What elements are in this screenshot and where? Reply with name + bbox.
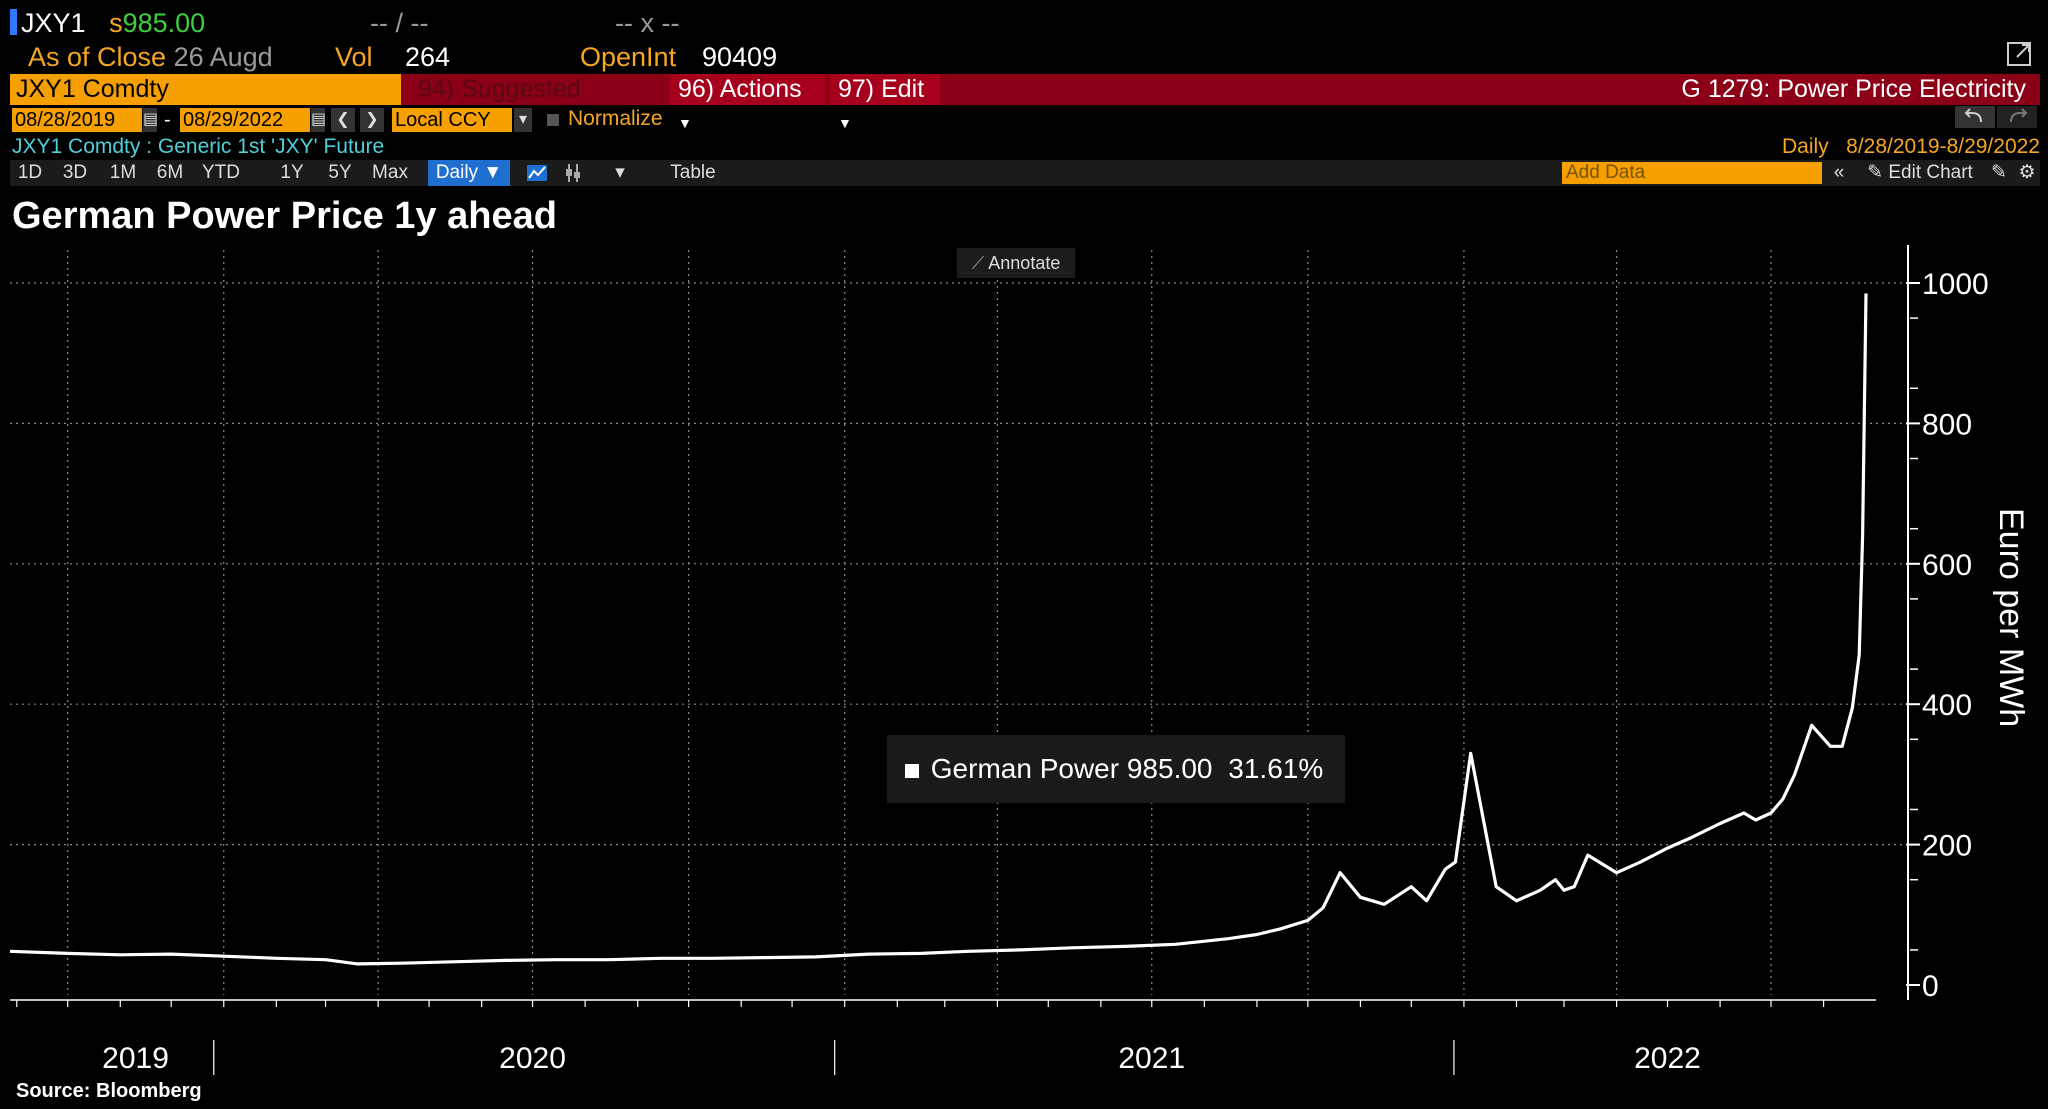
legend-last-value: 985.00: [1126, 753, 1213, 784]
header-row-quote: JXY1 s985.00 -- / -- -- x --: [10, 6, 679, 40]
chart-title: German Power Price 1y ahead: [12, 195, 557, 237]
y-tick-label: 0: [1922, 970, 1939, 1003]
redo-icon[interactable]: [1997, 106, 2037, 128]
period-6m-button[interactable]: 6M: [156, 162, 184, 183]
chevron-down-icon: ▼: [678, 115, 692, 131]
as-of-date: 26 Augd: [173, 42, 273, 72]
pencil-icon: ✎: [1867, 162, 1884, 183]
net-change: -- / --: [370, 8, 429, 38]
chart-axes: [10, 245, 1909, 1001]
y-tick-label: 200: [1922, 830, 1972, 863]
currency-select[interactable]: Local CCY: [392, 108, 512, 132]
chart-grid: [10, 250, 1916, 995]
frequency-range: Daily 8/28/2019-8/29/2022: [1781, 135, 2040, 158]
undo-icon[interactable]: [1955, 106, 1995, 128]
edit-icon[interactable]: ✎: [1991, 162, 2007, 183]
normalize-checkbox[interactable]: [547, 114, 559, 126]
chart-legend: German Power 985.00 31.61%: [887, 735, 1345, 803]
legend-series-name: German Power: [930, 753, 1120, 784]
chevron-down-icon[interactable]: ▾: [514, 108, 532, 132]
x-tick-label: 2020: [499, 1042, 566, 1075]
frequency-dropdown[interactable]: Daily ▼: [428, 160, 510, 186]
edit-chart-button[interactable]: ✎ Edit Chart: [1855, 160, 1985, 186]
edit-menu-button[interactable]: 97) Edit ▼: [830, 74, 940, 131]
chevron-down-icon: ▼: [838, 115, 852, 131]
x-tick-label: 2021: [1118, 1042, 1185, 1075]
chart-id-title: G 1279: Power Price Electricity: [1681, 75, 2026, 103]
period-1d-button[interactable]: 1D: [17, 162, 43, 183]
end-date-input[interactable]: 08/29/2022: [180, 108, 310, 132]
date-separator: -: [164, 109, 171, 131]
period-1y-button[interactable]: 1Y: [280, 162, 304, 183]
security-field[interactable]: JXY1 Comdty: [10, 74, 401, 105]
y-tick-label: 800: [1922, 408, 1972, 441]
header-row-stats: As of Close 26 Augd Vol 264 OpenInt 9040…: [10, 40, 777, 74]
vol-value: 264: [405, 42, 451, 72]
function-bar: JXY1 Comdty 94) Suggested Charts 96) Act…: [10, 74, 2040, 134]
actions-menu-button[interactable]: 96) Actions ▼: [670, 74, 825, 131]
x-tick-label: 2019: [102, 1042, 169, 1075]
openint-label: OpenInt: [580, 42, 677, 72]
vol-label: Vol: [335, 42, 373, 72]
ticker-symbol: JXY1: [21, 8, 86, 38]
calendar-icon[interactable]: ▤: [311, 108, 326, 132]
actions-label: 96) Actions: [678, 75, 802, 103]
source-note: Source: Bloomberg: [16, 1080, 202, 1102]
legend-change-pct: 31.61%: [1228, 753, 1324, 784]
y-tick-label: 1000: [1922, 268, 1989, 301]
high-low-range: -- x --: [615, 8, 680, 38]
start-date-input[interactable]: 08/28/2019: [12, 108, 142, 132]
period-ytd-button[interactable]: YTD: [202, 162, 240, 183]
chart-toolbar: 1D 3D 1M 6M YTD 1Y 5Y Max Daily ▼ ▾ Tabl…: [10, 160, 2040, 186]
annotate-label: Annotate: [988, 253, 1061, 273]
table-button[interactable]: Table: [670, 162, 716, 183]
edit-label: 97) Edit: [838, 75, 925, 103]
x-tick-label: 2022: [1634, 1042, 1701, 1075]
pencil-icon: ⟋: [971, 253, 985, 273]
as-of-label: As of Close: [28, 42, 167, 72]
chevron-down-icon[interactable]: ▾: [615, 162, 625, 183]
period-1m-button[interactable]: 1M: [109, 162, 137, 183]
ticker-marker: [10, 9, 17, 35]
security-description: JXY1 Comdty : Generic 1st 'JXY' Future: [12, 135, 385, 158]
edit-chart-label: Edit Chart: [1888, 162, 1973, 183]
period-max-button[interactable]: Max: [372, 162, 408, 183]
last-price: 985.00: [122, 8, 206, 38]
period-5y-button[interactable]: 5Y: [328, 162, 352, 183]
x-axis-ticks: 2019 2020 2021 2022: [16, 1000, 1825, 1075]
y-tick-label: 600: [1922, 549, 1972, 582]
y-tick-label: 400: [1922, 689, 1972, 722]
calendar-icon[interactable]: ▤: [143, 108, 158, 132]
line-chart-icon[interactable]: [522, 160, 552, 186]
period-3d-button[interactable]: 3D: [62, 162, 88, 183]
y-axis-label: Euro per MWh: [1992, 508, 2030, 727]
y-axis-ticks: 0 200 400 600 800 1000: [1906, 268, 1989, 1003]
price-prefix: s: [109, 8, 123, 38]
chevron-right-icon[interactable]: ❯: [360, 108, 384, 132]
chevron-left-icon[interactable]: ❮: [331, 108, 355, 132]
add-data-input[interactable]: Add Data: [1562, 162, 1822, 184]
legend-swatch: [905, 763, 919, 778]
openint-value: 90409: [702, 42, 778, 72]
candlestick-icon[interactable]: [558, 160, 588, 186]
series-line-german-power: [9, 293, 1868, 966]
popout-icon[interactable]: [2005, 40, 2035, 70]
gear-icon[interactable]: ⚙: [2018, 162, 2036, 183]
annotate-button[interactable]: ⟋ Annotate: [957, 248, 1075, 278]
double-chevron-left-icon[interactable]: «: [1833, 162, 1845, 183]
normalize-label: Normalize: [568, 107, 663, 130]
